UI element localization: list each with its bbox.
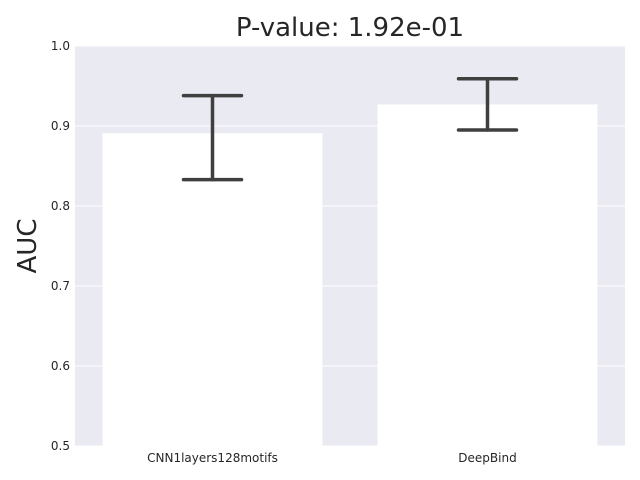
x-tick-label: CNN1layers128motifs <box>147 451 278 465</box>
y-tick-label: 0.5 <box>51 439 70 453</box>
y-tick-label: 0.6 <box>51 359 70 373</box>
x-tick-label: DeepBind <box>458 451 516 465</box>
error-bars <box>181 77 519 182</box>
bar-CNN1layers128motifs <box>102 133 323 446</box>
y-tick-labels: 0.5 0.6 0.7 0.8 0.9 1.0 <box>51 39 70 453</box>
chart-title: P-value: 1.92e-01 <box>236 13 464 43</box>
y-tick-label: 0.8 <box>51 199 70 213</box>
y-tick-label: 1.0 <box>51 39 70 53</box>
bars <box>102 104 598 447</box>
bar-DeepBind <box>377 104 598 447</box>
error-bar-CNN1layers128motifs <box>181 93 244 182</box>
y-tick-label: 0.9 <box>51 119 70 133</box>
y-axis-label: AUC <box>13 219 43 274</box>
x-tick-labels: CNN1layers128motifs DeepBind <box>147 451 517 465</box>
y-tick-label: 0.7 <box>51 279 70 293</box>
error-bar-DeepBind <box>456 77 519 132</box>
